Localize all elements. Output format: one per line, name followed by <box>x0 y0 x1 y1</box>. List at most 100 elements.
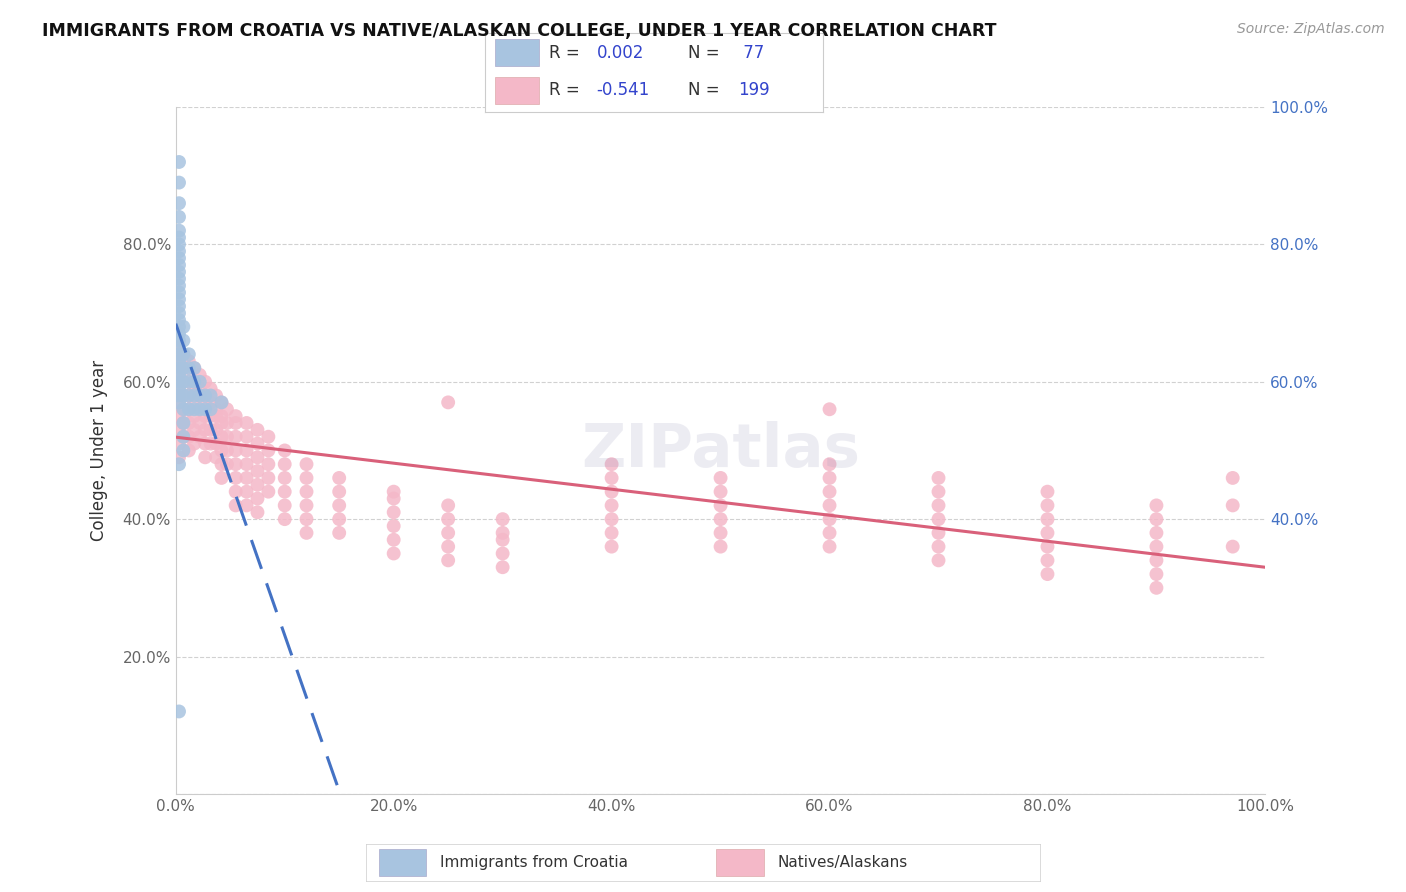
Point <box>167 423 190 437</box>
Point <box>167 436 190 450</box>
Point <box>382 546 405 561</box>
Text: ZIPatlas: ZIPatlas <box>581 421 860 480</box>
Point <box>172 334 194 348</box>
Point <box>205 409 228 423</box>
Point <box>167 244 190 259</box>
Point <box>710 525 733 540</box>
Text: 199: 199 <box>738 81 769 99</box>
Point <box>188 375 211 389</box>
Point <box>382 491 405 506</box>
Point <box>167 196 190 211</box>
Point <box>215 430 238 444</box>
Point <box>194 395 217 409</box>
Point <box>172 402 194 417</box>
Point <box>183 402 205 417</box>
Point <box>928 540 950 554</box>
Point <box>328 512 350 526</box>
Point <box>1144 540 1167 554</box>
Point <box>177 443 200 458</box>
Point <box>225 484 247 499</box>
Point <box>194 436 217 450</box>
Point <box>818 457 841 471</box>
Point <box>167 375 190 389</box>
Point <box>167 306 190 320</box>
Point <box>172 388 194 402</box>
Point <box>167 347 190 361</box>
Point <box>437 525 460 540</box>
Text: N =: N = <box>688 81 724 99</box>
Point <box>183 375 205 389</box>
Text: 77: 77 <box>738 44 765 62</box>
Point <box>257 430 280 444</box>
Point <box>225 430 247 444</box>
Point <box>167 409 190 423</box>
Point <box>1144 553 1167 567</box>
Point <box>437 499 460 513</box>
Point <box>246 464 269 478</box>
Point <box>710 484 733 499</box>
Point <box>177 354 200 368</box>
Point <box>177 388 200 402</box>
Point <box>172 416 194 430</box>
Point <box>172 361 194 376</box>
Text: Source: ZipAtlas.com: Source: ZipAtlas.com <box>1237 22 1385 37</box>
Point <box>246 423 269 437</box>
Point <box>200 409 222 423</box>
Point <box>328 499 350 513</box>
Point <box>246 505 269 519</box>
Point <box>211 395 233 409</box>
Point <box>167 340 190 354</box>
Point <box>167 265 190 279</box>
Point <box>235 484 257 499</box>
Point <box>215 416 238 430</box>
Text: -0.541: -0.541 <box>596 81 650 99</box>
Point <box>928 471 950 485</box>
Point <box>1036 525 1059 540</box>
Point <box>818 525 841 540</box>
Point <box>928 484 950 499</box>
Point <box>274 457 297 471</box>
Bar <box>495 39 538 66</box>
Point <box>928 553 950 567</box>
Point <box>172 375 194 389</box>
Point <box>600 457 623 471</box>
Point <box>710 512 733 526</box>
Point <box>200 436 222 450</box>
Point <box>167 176 190 190</box>
Point <box>167 313 190 327</box>
Point <box>177 388 200 402</box>
Point <box>274 484 297 499</box>
Point <box>177 375 200 389</box>
Point <box>188 388 211 402</box>
Point <box>295 484 318 499</box>
Point <box>194 388 217 402</box>
Point <box>225 443 247 458</box>
Point <box>183 361 205 376</box>
Point <box>177 361 200 376</box>
Text: Natives/Alaskans: Natives/Alaskans <box>778 855 907 870</box>
Point <box>274 512 297 526</box>
Y-axis label: College, Under 1 year: College, Under 1 year <box>90 359 108 541</box>
Point <box>167 326 190 341</box>
Point <box>188 402 211 417</box>
Point <box>172 430 194 444</box>
Point <box>274 499 297 513</box>
Point <box>177 416 200 430</box>
Point <box>167 237 190 252</box>
Point <box>177 361 200 376</box>
Point <box>1036 499 1059 513</box>
Point <box>225 416 247 430</box>
Point <box>167 299 190 313</box>
Point <box>1036 484 1059 499</box>
Point <box>328 484 350 499</box>
Point <box>295 525 318 540</box>
Point <box>167 382 190 396</box>
Point <box>382 484 405 499</box>
Point <box>183 361 205 376</box>
Point <box>437 540 460 554</box>
Point <box>257 471 280 485</box>
Point <box>200 388 222 402</box>
Point <box>328 525 350 540</box>
Point <box>211 471 233 485</box>
Point <box>1036 567 1059 582</box>
